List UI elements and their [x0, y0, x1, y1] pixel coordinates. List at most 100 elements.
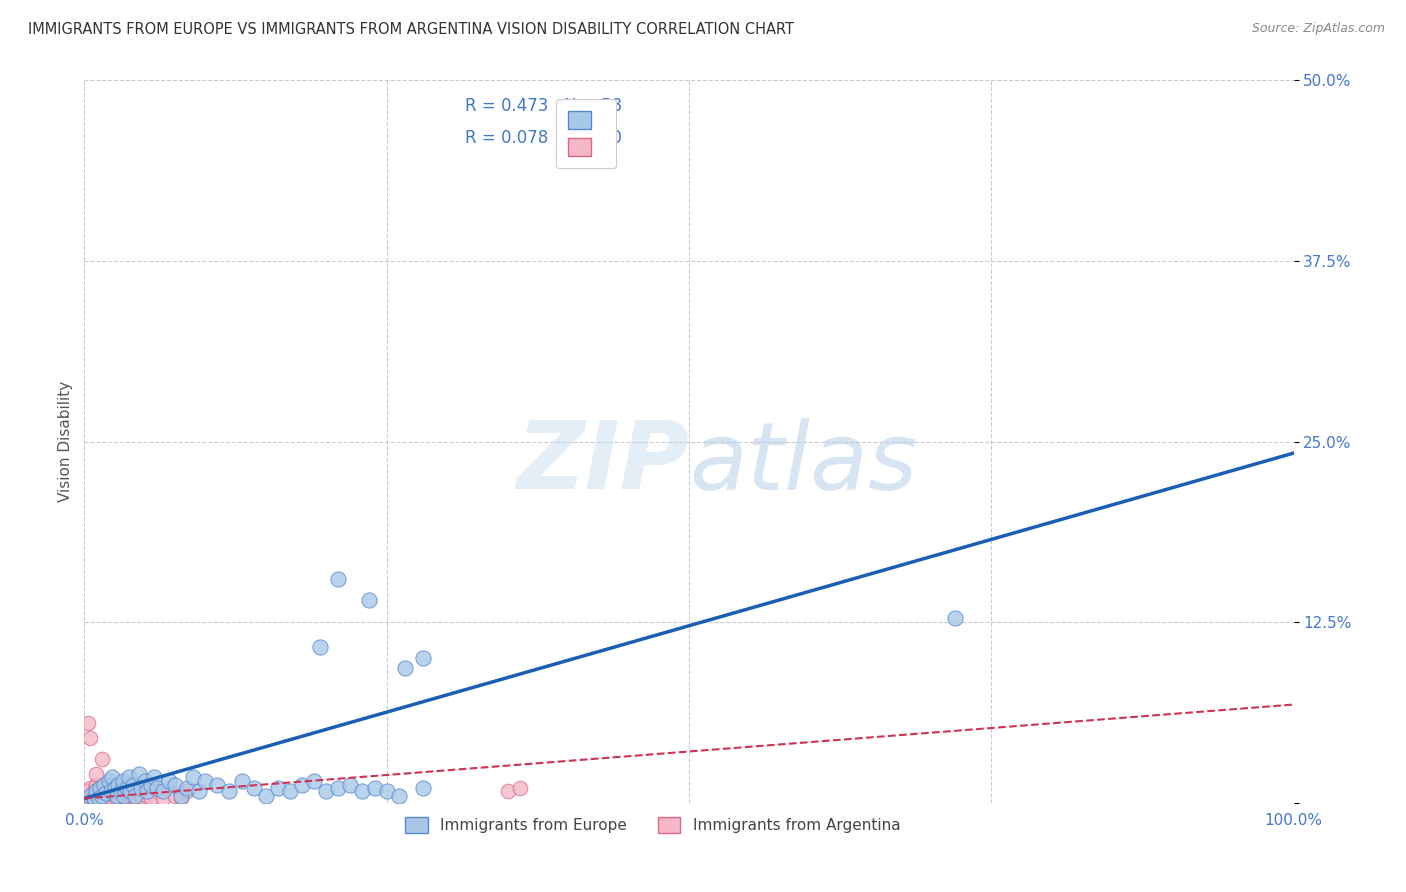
Text: atlas: atlas — [689, 417, 917, 508]
Point — [412, 651, 434, 665]
Point — [124, 789, 146, 803]
Point — [75, 789, 97, 803]
Point — [112, 789, 135, 803]
Point — [110, 784, 132, 798]
Point — [121, 779, 143, 793]
Point — [328, 572, 350, 586]
Point — [94, 789, 117, 803]
Point — [91, 752, 114, 766]
Point — [91, 779, 114, 793]
Point — [394, 661, 416, 675]
Point — [170, 791, 193, 805]
Point — [101, 770, 124, 784]
Point — [278, 784, 301, 798]
Point — [136, 784, 159, 798]
Point — [302, 774, 325, 789]
Point — [110, 791, 132, 805]
Point — [80, 789, 103, 803]
Point — [84, 791, 107, 805]
Point — [315, 784, 337, 798]
Point — [146, 784, 169, 798]
Point — [218, 784, 240, 798]
Point — [87, 791, 110, 805]
Point — [107, 779, 129, 793]
Point — [170, 789, 193, 803]
Point — [91, 789, 114, 803]
Point — [124, 791, 146, 805]
Point — [77, 716, 100, 731]
Point — [100, 779, 122, 793]
Point — [112, 791, 135, 805]
Point — [131, 791, 153, 805]
Point — [79, 789, 101, 803]
Point — [157, 774, 180, 789]
Point — [134, 784, 156, 798]
Point — [90, 789, 112, 803]
Point — [120, 791, 142, 805]
Point — [115, 791, 138, 805]
Point — [115, 781, 138, 796]
Point — [104, 781, 127, 796]
Point — [412, 781, 434, 796]
Point — [121, 781, 143, 796]
Point — [94, 781, 117, 796]
Point — [129, 789, 152, 803]
Point — [96, 784, 118, 798]
Point — [86, 789, 108, 803]
Point — [89, 781, 111, 796]
Point — [157, 781, 180, 796]
Point — [73, 791, 96, 805]
Point — [231, 774, 253, 789]
Point — [152, 784, 174, 798]
Point — [101, 791, 124, 805]
Point — [98, 789, 121, 803]
Point — [97, 791, 120, 805]
Point — [146, 781, 169, 796]
Point — [242, 781, 264, 796]
Point — [375, 784, 398, 798]
Point — [118, 789, 141, 803]
Point — [143, 770, 166, 784]
Legend: Immigrants from Europe, Immigrants from Argentina: Immigrants from Europe, Immigrants from … — [396, 808, 910, 842]
Point — [94, 786, 117, 800]
Point — [121, 789, 143, 803]
Text: R = 0.473   N = 58: R = 0.473 N = 58 — [465, 96, 623, 114]
Point — [111, 779, 134, 793]
Text: ZIP: ZIP — [516, 417, 689, 509]
Point — [352, 784, 374, 798]
Point — [165, 779, 187, 793]
Point — [83, 791, 105, 805]
Point — [139, 791, 162, 805]
Point — [328, 781, 350, 796]
Point — [188, 784, 211, 798]
Point — [388, 789, 411, 803]
Point — [112, 789, 135, 803]
Point — [87, 791, 110, 805]
Point — [105, 781, 128, 796]
Point — [267, 781, 290, 796]
Point — [108, 784, 131, 798]
Point — [103, 784, 125, 798]
Point — [104, 791, 127, 805]
Point — [97, 774, 120, 789]
Point — [107, 789, 129, 803]
Point — [86, 779, 108, 793]
Point — [139, 779, 162, 793]
Point — [82, 791, 104, 805]
Point — [86, 784, 108, 798]
Point — [77, 791, 100, 805]
Point — [363, 781, 385, 796]
Point — [104, 789, 127, 803]
Point — [79, 781, 101, 796]
Point — [100, 784, 122, 798]
Point — [128, 767, 150, 781]
Point — [943, 611, 966, 625]
Point — [496, 784, 519, 798]
Point — [86, 767, 108, 781]
Point — [105, 789, 128, 803]
Point — [309, 640, 332, 654]
Point — [176, 784, 198, 798]
Point — [89, 784, 111, 798]
Point — [152, 791, 174, 805]
Point — [129, 781, 152, 796]
